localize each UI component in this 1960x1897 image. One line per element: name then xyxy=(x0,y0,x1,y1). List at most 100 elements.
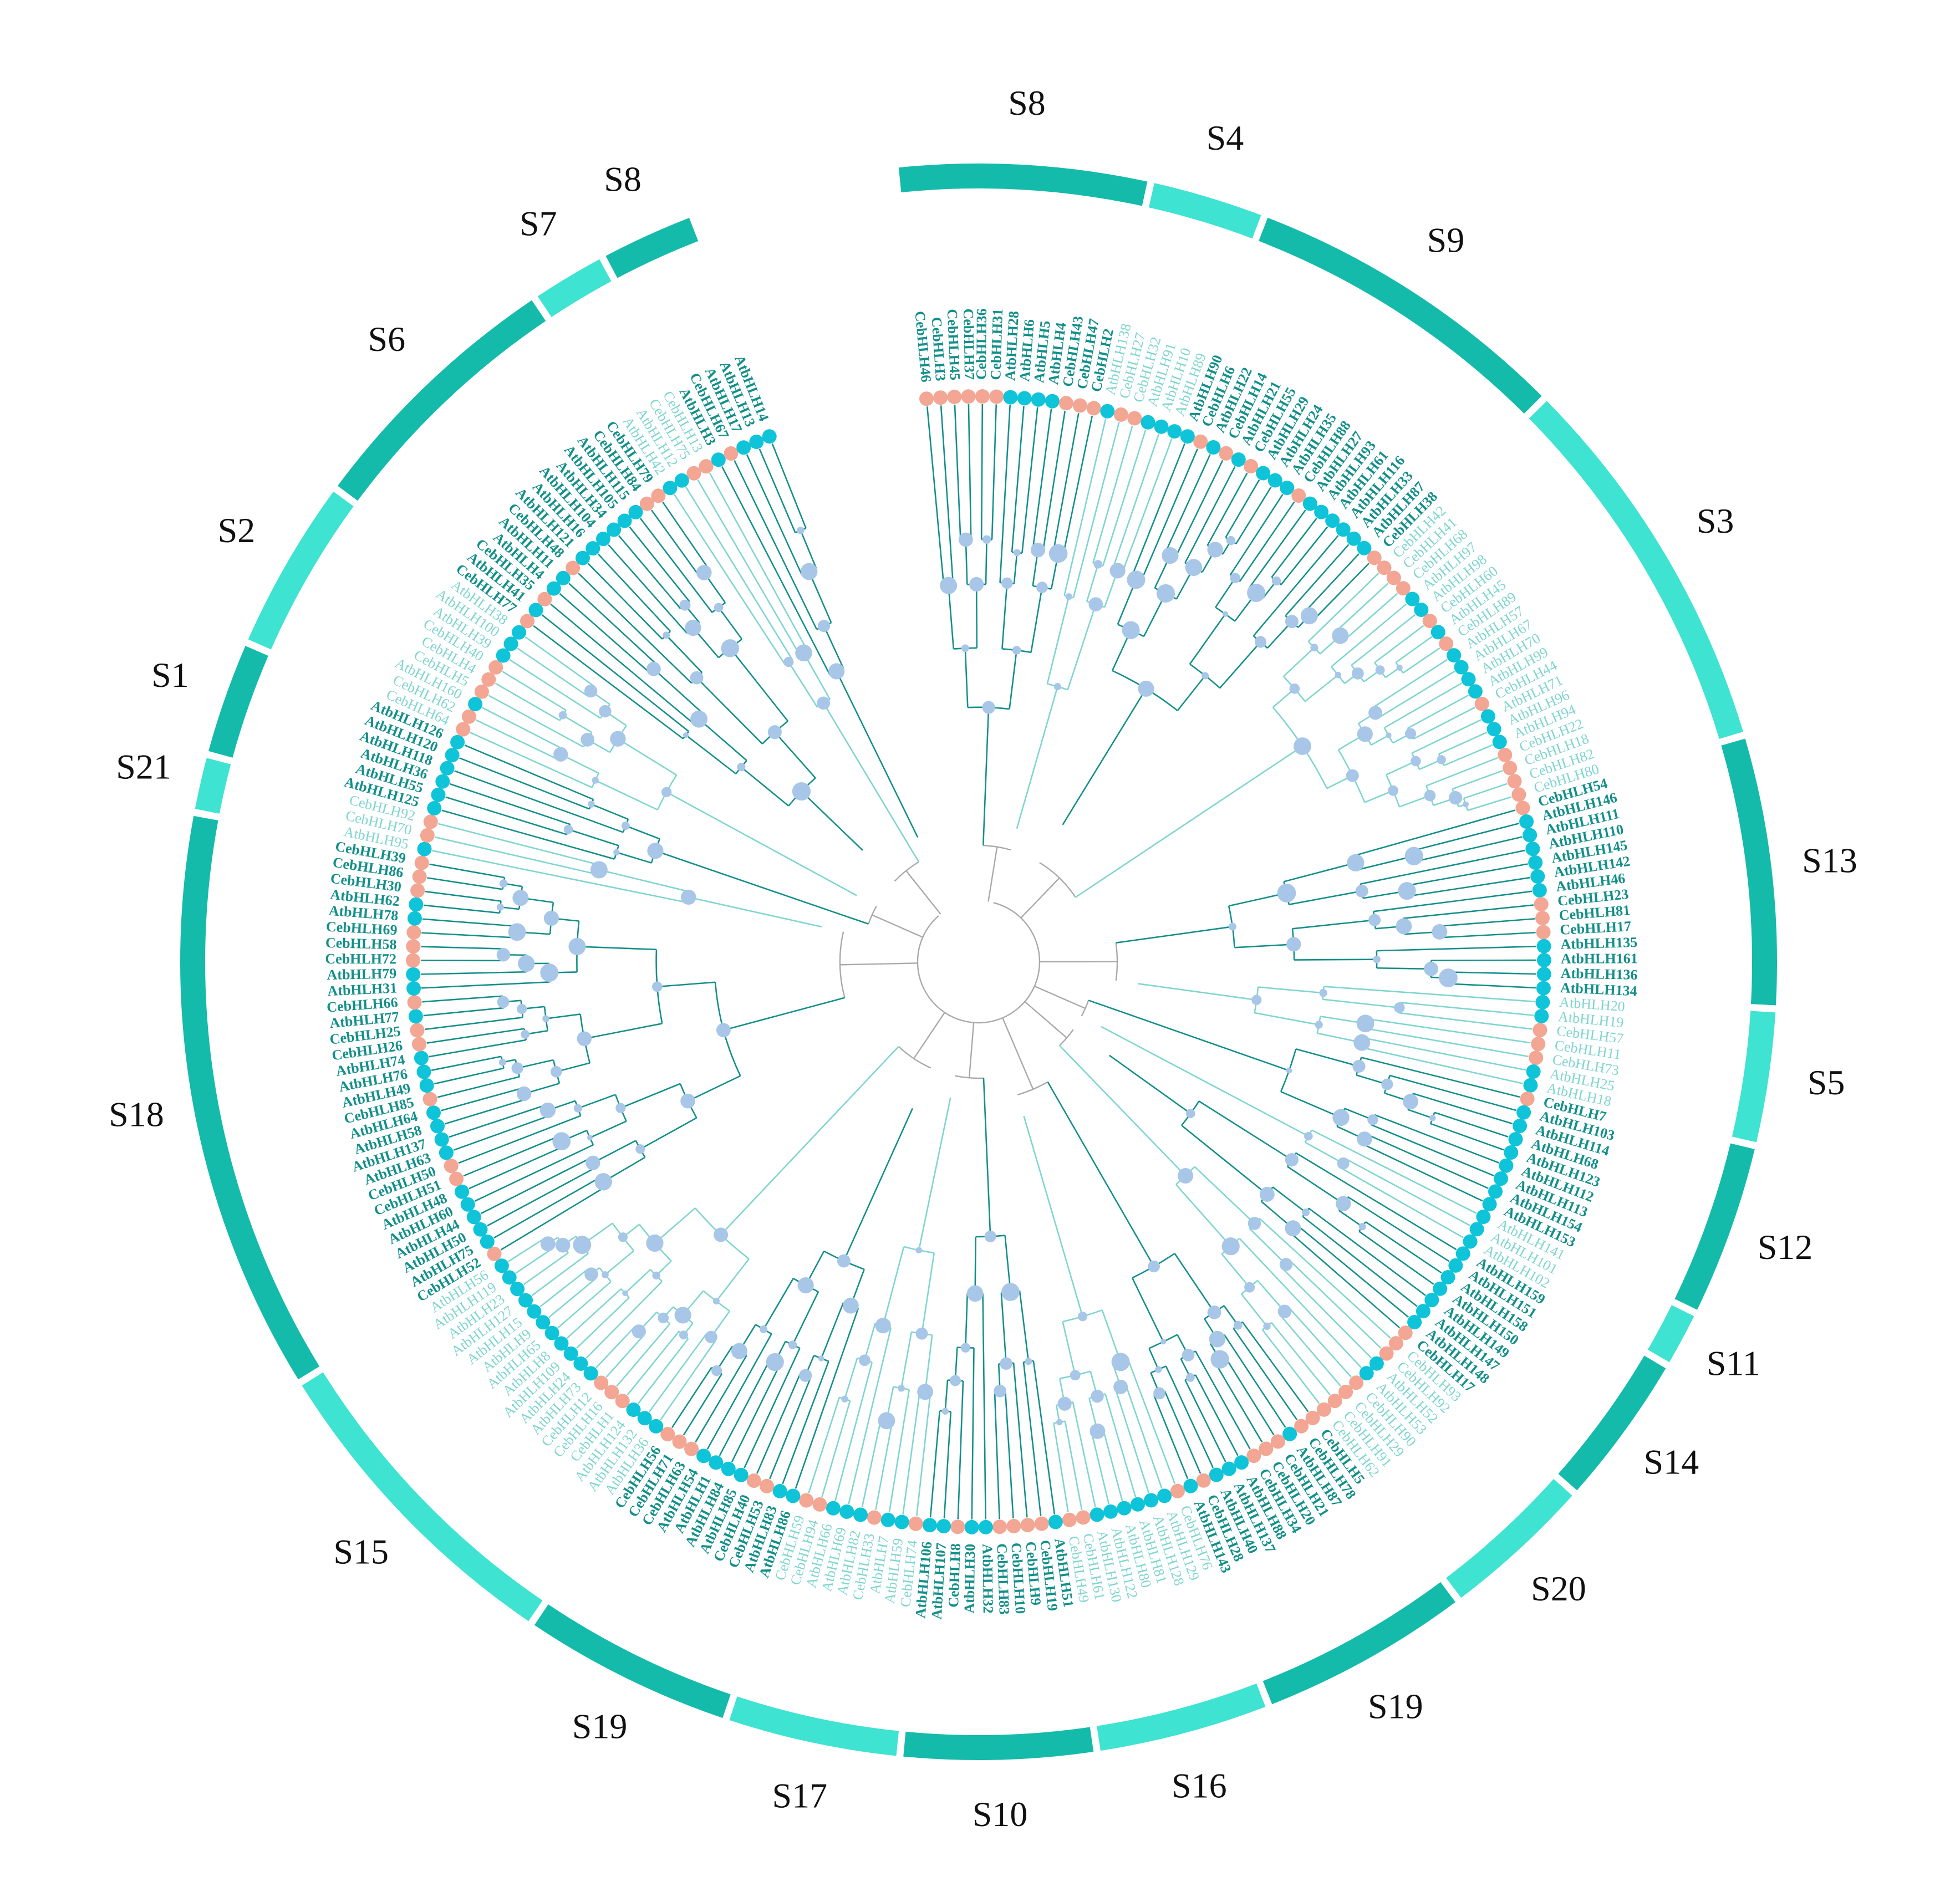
tree-branch xyxy=(774,731,816,779)
bootstrap-dot xyxy=(1222,611,1229,617)
tree-branch xyxy=(775,613,801,656)
tip-marker xyxy=(1020,1518,1035,1533)
bootstrap-dot xyxy=(1025,1358,1032,1365)
tree-branch xyxy=(1004,1390,1009,1424)
tree-branch xyxy=(785,509,796,533)
tree-branch xyxy=(558,1252,569,1261)
tree-branch xyxy=(488,899,501,902)
tree-branch xyxy=(1285,603,1297,616)
tree-branch xyxy=(1316,553,1360,599)
tree-branch xyxy=(517,647,566,682)
tree-branch xyxy=(1459,769,1503,787)
bootstrap-dot xyxy=(705,1330,717,1344)
tree-branch xyxy=(1430,945,1536,950)
tree-branch xyxy=(642,680,695,725)
bootstrap-dot xyxy=(797,1277,814,1294)
tip-marker xyxy=(660,1427,675,1441)
tree-branch xyxy=(1230,479,1260,529)
tree-branch xyxy=(1184,1380,1194,1398)
tip-marker xyxy=(1448,1258,1463,1273)
tree-branch xyxy=(507,1242,538,1262)
tree-branch xyxy=(627,1347,666,1396)
tree-branch xyxy=(1131,1277,1164,1342)
tree-branch xyxy=(1239,1238,1270,1271)
tip-marker xyxy=(1086,401,1101,416)
tree-branch xyxy=(696,1333,707,1348)
tip-marker xyxy=(1455,1246,1470,1261)
tree-branch xyxy=(1048,410,1066,513)
tree-branch xyxy=(903,1389,910,1424)
tree-branch xyxy=(1360,874,1404,885)
tree-branch xyxy=(1409,647,1440,669)
tip-marker xyxy=(1534,1009,1549,1023)
tip-marker xyxy=(908,1516,923,1531)
tree-branch xyxy=(478,1055,502,1062)
tree-branch xyxy=(1247,1348,1298,1420)
tree-branch xyxy=(429,1042,507,1058)
tree-branch xyxy=(434,1072,482,1085)
bootstrap-dot xyxy=(690,671,704,685)
tip-marker xyxy=(628,504,643,519)
bootstrap-dot xyxy=(602,1271,609,1278)
tree-branch xyxy=(762,1278,794,1330)
subfamily-band-s11 xyxy=(1647,1305,1694,1363)
tip-marker xyxy=(746,1473,761,1488)
tree-branch xyxy=(746,454,786,538)
tip-marker xyxy=(1338,1384,1353,1399)
tree-branch xyxy=(795,1364,839,1489)
tree-branch xyxy=(1345,583,1389,623)
tree-branch xyxy=(1311,1129,1351,1151)
tip-marker xyxy=(427,801,442,815)
bootstrap-dot xyxy=(1057,1396,1072,1411)
tree-branch xyxy=(808,571,832,623)
tree-branch xyxy=(1219,641,1261,689)
tree-branch xyxy=(660,1353,707,1421)
bootstrap-dot xyxy=(1356,1014,1374,1033)
tip-marker xyxy=(947,389,962,404)
backbone-branch xyxy=(840,962,918,966)
tree-branch xyxy=(1254,1012,1319,1026)
bootstrap-dot xyxy=(783,657,794,667)
tree-branch xyxy=(458,1125,554,1164)
tree-branch xyxy=(1203,1391,1239,1456)
tip-marker xyxy=(410,1023,425,1038)
tree-branch xyxy=(1361,1057,1393,1066)
tip-marker xyxy=(1529,1051,1544,1065)
tree-branch xyxy=(1361,1046,1401,1057)
leaf-label-cebhlh58: CebHLH58 xyxy=(325,935,397,952)
tree-branch xyxy=(559,593,629,655)
tip-marker xyxy=(510,1282,525,1297)
tip-marker xyxy=(964,1519,979,1534)
tree-branch xyxy=(665,1330,680,1349)
tip-marker xyxy=(503,636,518,651)
tip-marker xyxy=(933,390,948,405)
bootstrap-dot xyxy=(1077,1312,1088,1322)
tree-branch xyxy=(1413,731,1428,740)
bootstrap-dot xyxy=(716,1023,731,1038)
tree-branch xyxy=(421,971,504,975)
bootstrap-dot xyxy=(584,684,598,698)
tree-branch xyxy=(441,809,564,846)
tree-branch xyxy=(994,1391,997,1424)
leaf-label-cebhlh69: CebHLH69 xyxy=(325,919,398,939)
tip-marker xyxy=(1006,1519,1021,1533)
tip-marker xyxy=(1003,390,1018,405)
tree-branch xyxy=(628,654,651,674)
tree-branch xyxy=(1021,501,1029,553)
subfamily-label-s7: S7 xyxy=(520,203,557,243)
tree-branch xyxy=(1011,500,1017,553)
subfamily-label-s17: S17 xyxy=(772,1776,828,1816)
bootstrap-dot xyxy=(1355,884,1368,897)
tree-branch xyxy=(784,537,803,575)
bootstrap-dot xyxy=(1463,801,1469,808)
bootstrap-dot xyxy=(1388,785,1399,796)
subfamily-band-s13 xyxy=(1721,738,1777,1006)
tip-marker xyxy=(1113,407,1128,422)
leaf-label-cebhlh17: CebHLH17 xyxy=(1560,918,1632,938)
tip-marker xyxy=(736,440,751,455)
tree-branch xyxy=(424,904,488,913)
tree-branch xyxy=(1399,1002,1423,1006)
subfamily-band-s21 xyxy=(195,758,231,814)
tree-branch xyxy=(516,1115,550,1128)
tree-branch xyxy=(671,1380,704,1429)
